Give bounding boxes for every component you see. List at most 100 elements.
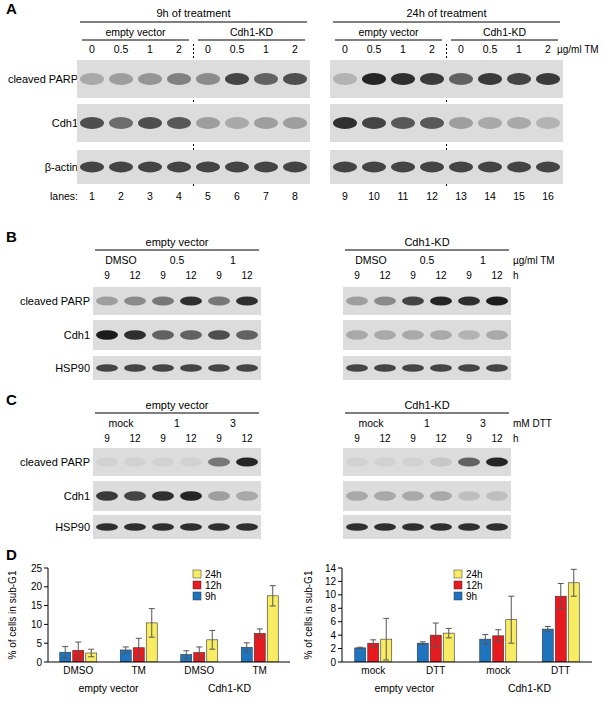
band bbox=[420, 117, 444, 129]
error-line bbox=[78, 642, 79, 659]
group-label: Cdh1-KD bbox=[508, 682, 552, 694]
panel-label: C bbox=[6, 391, 17, 408]
lane-number: 12 bbox=[426, 190, 438, 202]
error-cap bbox=[495, 629, 501, 630]
row-label: β-actin bbox=[45, 161, 78, 173]
band bbox=[507, 73, 531, 85]
band bbox=[138, 73, 162, 85]
error-cap bbox=[357, 647, 363, 648]
band bbox=[96, 523, 118, 531]
band bbox=[236, 523, 258, 531]
membrane bbox=[343, 481, 511, 511]
error-line bbox=[448, 628, 449, 637]
band bbox=[333, 117, 357, 129]
row-label: cleaved PARP bbox=[20, 295, 90, 307]
error-line bbox=[272, 586, 273, 606]
error-cap bbox=[571, 569, 577, 570]
band bbox=[486, 523, 508, 531]
header-label: 24h of treatment bbox=[406, 7, 486, 19]
error-cap bbox=[257, 628, 263, 629]
y-tick bbox=[44, 643, 48, 644]
group-label: Cdh1-KD bbox=[208, 682, 252, 694]
band bbox=[109, 117, 133, 129]
dose-label: 0.5 bbox=[483, 43, 498, 55]
error-cap bbox=[558, 608, 564, 609]
time-label: 9 bbox=[466, 270, 472, 281]
treatment-label: 0.5 bbox=[170, 254, 185, 266]
treatment-label: 1 bbox=[230, 254, 236, 266]
band bbox=[236, 297, 258, 306]
dose-unit: µg/ml TM bbox=[557, 44, 599, 55]
time-label: 9 bbox=[410, 270, 416, 281]
band bbox=[374, 523, 396, 531]
plot-area bbox=[355, 569, 580, 662]
legend-swatch bbox=[193, 581, 201, 589]
error-cap bbox=[196, 658, 202, 659]
error-cap bbox=[571, 596, 577, 597]
error-line bbox=[511, 596, 512, 643]
time-label: 9 bbox=[104, 270, 110, 281]
y-tick bbox=[44, 624, 48, 625]
dose-label: 1 bbox=[400, 43, 406, 55]
band bbox=[486, 297, 508, 306]
band bbox=[402, 364, 424, 372]
band bbox=[486, 364, 508, 372]
error-bar bbox=[270, 586, 276, 606]
y-tick-label: 4 bbox=[330, 630, 336, 641]
dose-label: 0.5 bbox=[230, 43, 245, 55]
error-cap bbox=[495, 641, 501, 642]
error-bar bbox=[123, 647, 129, 653]
band bbox=[96, 491, 118, 501]
band bbox=[254, 73, 278, 85]
time-label: 9 bbox=[104, 433, 110, 444]
error-cap bbox=[433, 647, 439, 648]
error-cap bbox=[149, 608, 155, 609]
legend-swatch bbox=[193, 570, 201, 578]
bar-chart: 0510152025% of cells in sub-G1DMSOTMDMSO… bbox=[7, 563, 290, 695]
band bbox=[80, 73, 104, 85]
lane-number: 13 bbox=[455, 190, 467, 202]
band bbox=[430, 330, 452, 340]
band bbox=[391, 162, 415, 173]
error-cap bbox=[370, 646, 376, 647]
band bbox=[236, 491, 258, 501]
error-line bbox=[138, 638, 139, 657]
lane-number: 15 bbox=[513, 190, 525, 202]
header-line bbox=[333, 22, 560, 23]
error-bar bbox=[244, 643, 250, 652]
band bbox=[478, 162, 502, 173]
error-line bbox=[212, 630, 213, 649]
figure: A9h of treatment24h of treatmentempty ve… bbox=[0, 0, 603, 711]
treatment-label: 3 bbox=[230, 417, 236, 429]
error-cap bbox=[508, 596, 514, 597]
error-bar bbox=[420, 642, 426, 645]
band bbox=[152, 523, 174, 531]
treatment-unit: µg/ml TM bbox=[513, 255, 555, 266]
error-cap bbox=[383, 659, 389, 660]
band bbox=[536, 73, 560, 85]
band bbox=[346, 364, 368, 372]
lane-number: 8 bbox=[292, 190, 298, 202]
band bbox=[507, 162, 531, 173]
condition-line bbox=[345, 250, 509, 251]
y-tick bbox=[338, 594, 342, 595]
time-label: 12 bbox=[129, 270, 141, 281]
lane-number: 14 bbox=[484, 190, 496, 202]
time-label: 9 bbox=[216, 270, 222, 281]
lane-number: 6 bbox=[234, 190, 240, 202]
lane-number: 10 bbox=[368, 190, 380, 202]
band bbox=[362, 73, 386, 85]
error-cap bbox=[196, 646, 202, 647]
condition-label: empty vector bbox=[358, 26, 419, 38]
error-cap bbox=[62, 646, 68, 647]
lane-number: 7 bbox=[263, 190, 269, 202]
bar bbox=[254, 633, 265, 662]
bar bbox=[443, 633, 454, 662]
treatment-label: DMSO bbox=[105, 254, 137, 266]
y-tick-label: 15 bbox=[31, 600, 43, 611]
treatment-label: 3 bbox=[480, 417, 486, 429]
error-line bbox=[186, 651, 187, 659]
time-label: 12 bbox=[379, 433, 391, 444]
band bbox=[180, 297, 202, 306]
band bbox=[208, 297, 230, 306]
